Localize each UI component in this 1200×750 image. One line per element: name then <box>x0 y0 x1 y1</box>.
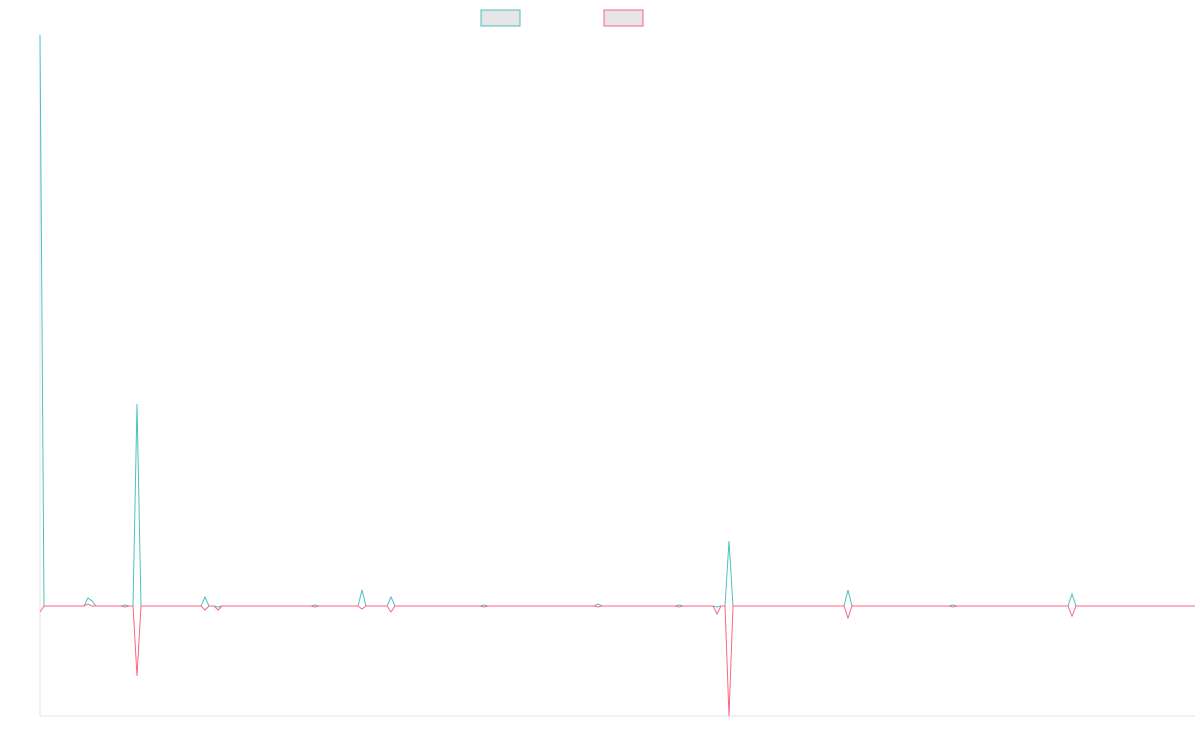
line-series <box>39 34 1195 608</box>
line-series <box>39 603 1195 717</box>
legend-swatch[interactable] <box>480 9 521 27</box>
legend-swatch[interactable] <box>603 9 644 27</box>
